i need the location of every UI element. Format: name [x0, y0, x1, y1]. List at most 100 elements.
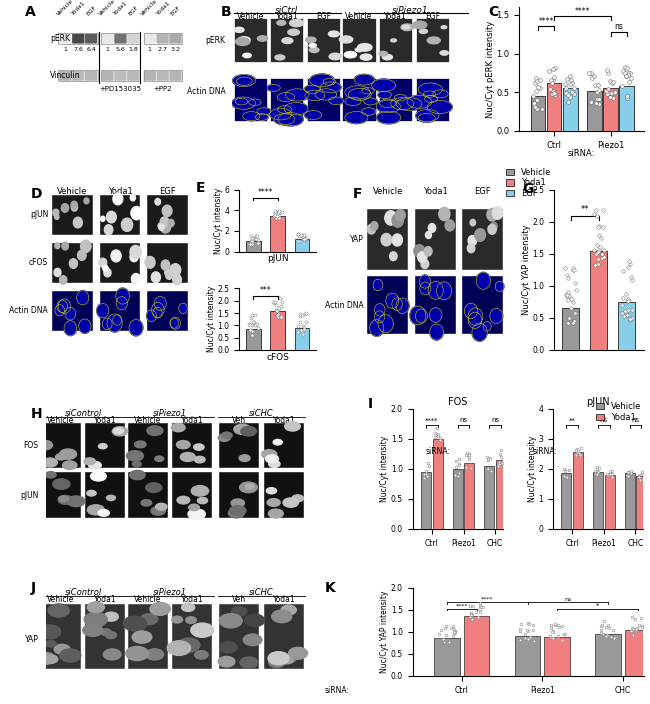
Point	[301, 308, 311, 319]
Point	[623, 70, 633, 81]
Circle shape	[315, 89, 337, 100]
Point	[564, 272, 574, 283]
Y-axis label: Nuc/Cyt YAP intensity: Nuc/Cyt YAP intensity	[380, 591, 389, 673]
Bar	[603, 89, 618, 131]
Text: ns: ns	[631, 417, 640, 424]
Circle shape	[191, 623, 214, 637]
Point	[246, 325, 256, 336]
Point	[269, 296, 280, 308]
Point	[272, 308, 283, 320]
Circle shape	[428, 282, 443, 299]
Point	[603, 620, 614, 631]
Text: siControl: siControl	[64, 588, 102, 597]
Point	[276, 206, 287, 218]
Point	[270, 298, 280, 309]
Text: Vehicle: Vehicle	[372, 187, 403, 196]
Point	[563, 295, 573, 306]
Circle shape	[433, 90, 448, 98]
Point	[592, 464, 602, 475]
Circle shape	[198, 498, 207, 503]
Point	[591, 469, 601, 480]
Point	[292, 236, 303, 247]
Point	[494, 460, 504, 472]
Circle shape	[113, 428, 124, 434]
Point	[535, 75, 545, 86]
Point	[618, 265, 628, 277]
Point	[528, 98, 539, 109]
Bar	[147, 195, 188, 234]
Point	[565, 70, 575, 82]
Point	[248, 234, 259, 245]
Circle shape	[126, 451, 144, 461]
Point	[537, 103, 547, 114]
Point	[627, 624, 638, 635]
Circle shape	[55, 454, 66, 460]
Circle shape	[268, 509, 283, 518]
Circle shape	[135, 441, 146, 448]
Circle shape	[361, 108, 376, 115]
Point	[561, 471, 571, 482]
Text: pERK: pERK	[50, 34, 70, 42]
Text: Vehicle: Vehicle	[140, 0, 159, 17]
Bar	[563, 89, 578, 131]
Bar	[101, 70, 140, 82]
Point	[272, 208, 283, 219]
Point	[274, 205, 284, 216]
Circle shape	[239, 455, 250, 461]
Point	[464, 449, 474, 460]
Text: Vehicle: Vehicle	[237, 13, 264, 21]
Circle shape	[131, 274, 140, 284]
Point	[433, 429, 443, 440]
Bar	[246, 329, 261, 350]
Point	[619, 61, 630, 73]
Circle shape	[53, 479, 70, 489]
Point	[301, 233, 311, 244]
Bar	[433, 439, 443, 529]
Circle shape	[381, 234, 392, 246]
Circle shape	[177, 638, 200, 652]
Point	[451, 461, 462, 472]
Circle shape	[281, 605, 296, 615]
Point	[561, 87, 571, 99]
Circle shape	[194, 456, 205, 463]
Point	[532, 103, 542, 115]
Circle shape	[415, 309, 428, 323]
Circle shape	[395, 209, 405, 221]
FancyBboxPatch shape	[157, 71, 169, 81]
Circle shape	[145, 256, 155, 268]
Circle shape	[46, 472, 56, 478]
Text: Yoda1: Yoda1	[273, 416, 295, 425]
Point	[434, 432, 445, 444]
Circle shape	[45, 655, 58, 663]
Point	[597, 252, 607, 263]
Circle shape	[345, 97, 361, 106]
Text: EGF: EGF	[127, 5, 139, 17]
Text: Vehicle: Vehicle	[47, 595, 75, 604]
Text: C: C	[488, 4, 498, 18]
Point	[572, 447, 582, 458]
Point	[626, 465, 636, 477]
Bar	[625, 629, 650, 676]
Point	[564, 92, 575, 103]
Point	[594, 94, 604, 105]
Point	[607, 469, 618, 480]
Point	[547, 632, 558, 643]
Point	[562, 290, 573, 301]
Text: Yoda1: Yoda1	[94, 595, 117, 604]
Point	[621, 70, 631, 82]
Bar	[264, 604, 304, 669]
Point	[296, 325, 306, 336]
Circle shape	[191, 486, 209, 496]
Circle shape	[344, 51, 356, 58]
Point	[591, 204, 601, 215]
Point	[594, 84, 604, 96]
Point	[523, 633, 534, 644]
FancyBboxPatch shape	[59, 71, 72, 81]
Bar	[172, 604, 213, 669]
Point	[623, 470, 634, 482]
Circle shape	[439, 208, 450, 220]
Point	[595, 241, 605, 253]
Point	[549, 71, 560, 82]
Point	[626, 272, 636, 283]
Point	[439, 636, 449, 648]
